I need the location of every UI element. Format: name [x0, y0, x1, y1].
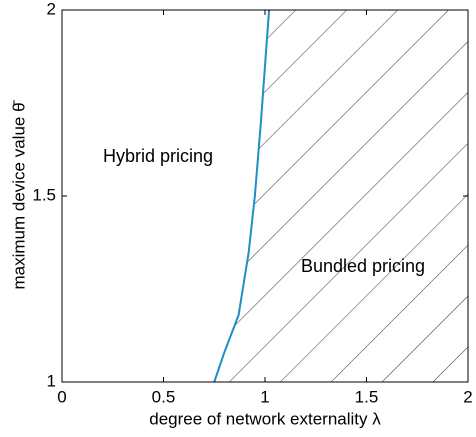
- annotation: Hybrid pricing: [103, 146, 213, 166]
- boundary-curve: [213, 9, 271, 383]
- hatched-region: [214, 10, 468, 382]
- y-tick-label: 1: [47, 371, 56, 390]
- y-axis-label: maximum device value θ̄: [9, 99, 28, 289]
- y-tick-label: 2: [47, 0, 56, 18]
- x-tick-label: 1: [260, 387, 269, 406]
- x-tick-label: 1.5: [355, 387, 379, 406]
- annotation: Bundled pricing: [301, 256, 425, 276]
- x-axis-label: degree of network externality λ: [149, 409, 381, 428]
- x-tick-label: 0.5: [152, 387, 176, 406]
- y-tick-label: 1.5: [32, 185, 56, 204]
- x-tick-label: 0: [57, 387, 66, 406]
- x-tick-label: 2: [463, 387, 472, 406]
